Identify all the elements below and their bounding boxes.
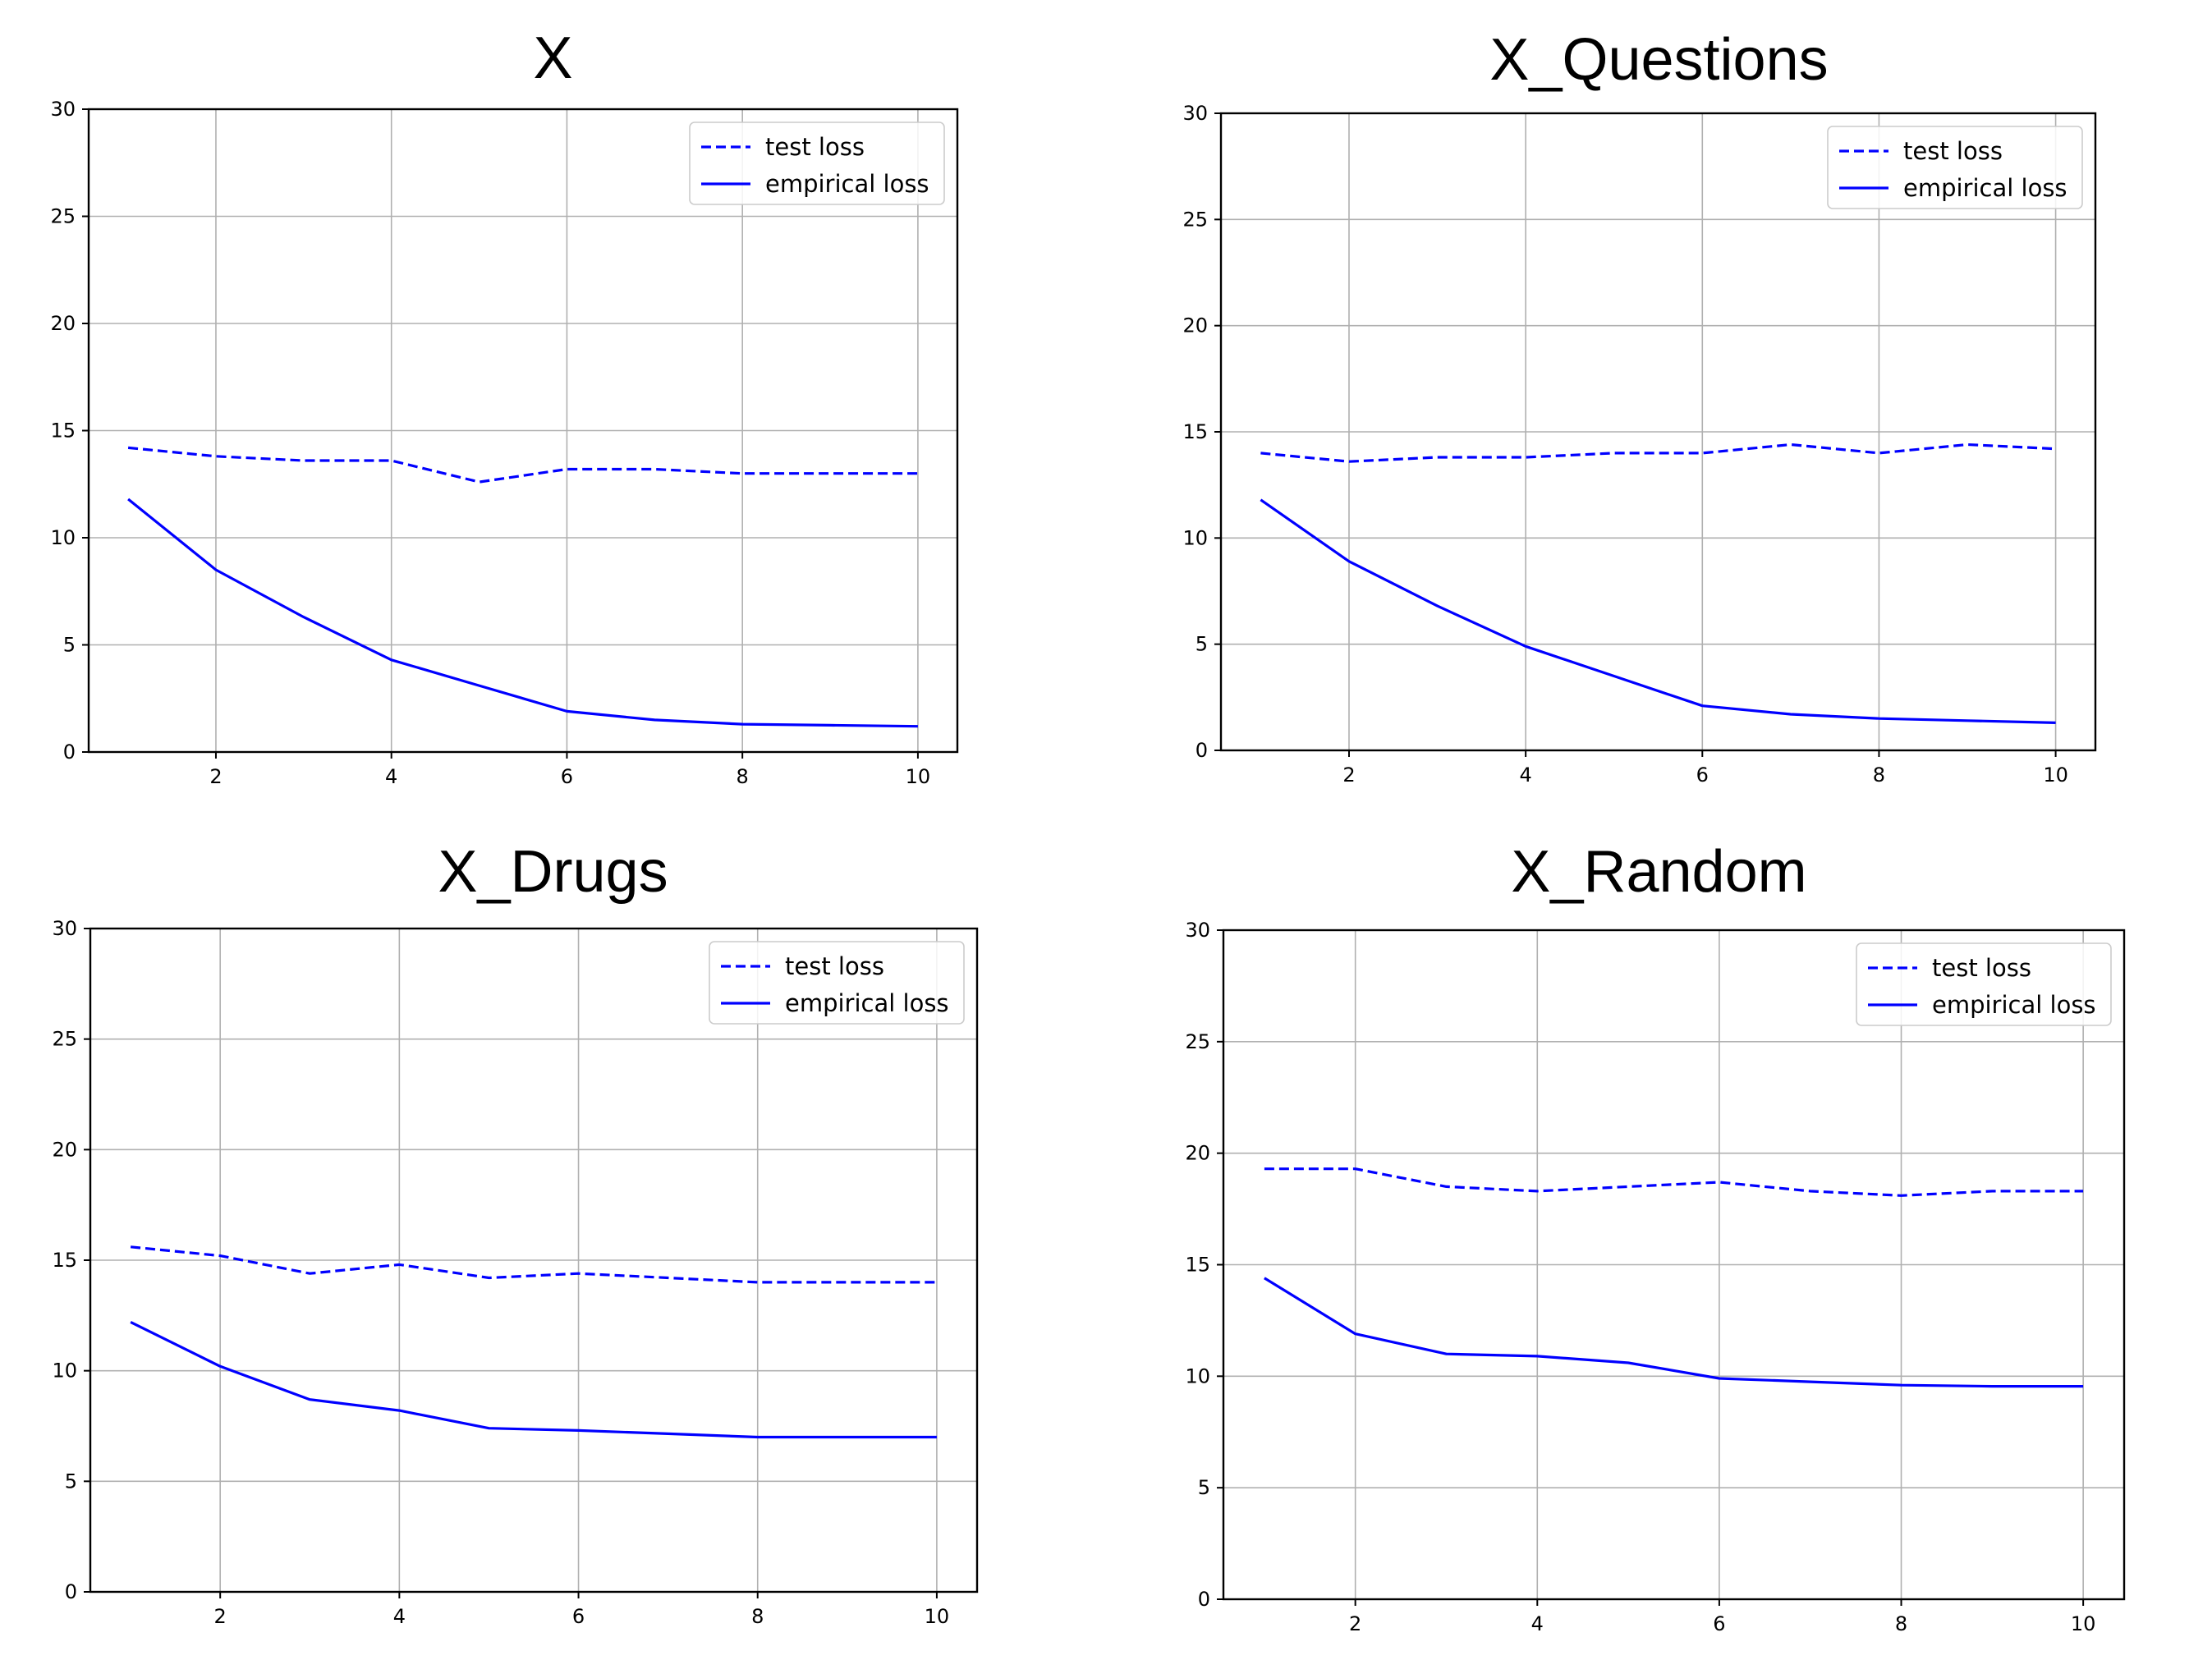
y-tick-label: 25 [1182, 208, 1208, 231]
x-tick-label: 8 [737, 765, 749, 788]
legend-box [689, 122, 945, 205]
empirical-loss-line [1260, 498, 2056, 724]
legend: test loss empirical loss [709, 941, 965, 1025]
y-tick-label: 15 [1182, 420, 1208, 443]
x-tick-label: 8 [1895, 1612, 1907, 1635]
legend-label: empirical loss [765, 170, 929, 198]
legend-label: empirical loss [1932, 991, 2096, 1019]
chart-panel-x-random: X_Random 2 4 6 8 10 0 5 10 15 20 25 30 test loss empi… [1106, 830, 2212, 1660]
y-tick-label: 30 [1182, 102, 1208, 125]
line-chart-x-random: 2 4 6 8 10 0 5 10 15 20 25 30 test loss empirical los… [1185, 919, 2126, 1635]
legend-box [1856, 942, 2112, 1026]
chart-panel-x-questions: X_Questions 2 4 6 8 10 0 5 10 15 20 25 30 test loss e… [1106, 0, 2212, 830]
x-tick-label: 4 [1531, 1612, 1544, 1635]
y-tick-label: 15 [52, 1249, 77, 1272]
chart-title: X_Questions [1489, 27, 1829, 93]
y-tick-label: 15 [1185, 1254, 1210, 1277]
x-tick-label: 4 [1519, 764, 1531, 786]
y-tick-label: 30 [50, 98, 76, 121]
test-loss-line [127, 446, 918, 484]
x-tick-label: 8 [1873, 764, 1885, 786]
y-tick-label: 10 [1182, 526, 1208, 549]
chart-title: X [533, 25, 573, 91]
chart-title: X_Drugs [438, 839, 668, 905]
y-tick-label: 20 [1182, 314, 1208, 337]
x-tick-label: 2 [1342, 764, 1355, 786]
empirical-loss-line [130, 1320, 937, 1439]
x-tick-label: 2 [209, 765, 222, 788]
y-tick-label: 25 [52, 1028, 77, 1051]
test-loss-line [1260, 443, 2056, 463]
x-tick-label: 6 [1696, 764, 1709, 786]
x-tick-label: 8 [751, 1605, 764, 1628]
y-tick-label: 0 [1198, 1588, 1210, 1611]
chart-panel-x-drugs: X_Drugs 2 4 6 8 10 0 5 10 15 20 25 30 test loss empir… [0, 830, 1106, 1660]
y-tick-label: 15 [50, 420, 76, 443]
x-tick-label: 10 [925, 1605, 950, 1628]
empirical-loss-line [127, 498, 918, 728]
test-loss-line [130, 1245, 937, 1284]
legend-label: empirical loss [785, 989, 949, 1017]
y-tick-label: 30 [52, 917, 77, 940]
x-tick-label: 4 [385, 765, 397, 788]
legend: test loss empirical loss [689, 122, 945, 205]
y-tick-label: 30 [1185, 919, 1210, 942]
x-tick-label: 2 [214, 1605, 227, 1628]
chart-panel-x: X 2 4 6 8 10 0 5 10 15 20 25 30 test loss empirical l… [0, 0, 1106, 830]
legend-label: test loss [765, 133, 865, 161]
y-tick-label: 0 [1195, 739, 1208, 762]
legend-box [709, 941, 965, 1025]
legend: test loss empirical loss [1856, 942, 2112, 1026]
y-tick-label: 5 [1198, 1476, 1210, 1499]
legend-label: empirical loss [1903, 174, 2067, 202]
x-tick-label: 2 [1349, 1612, 1361, 1635]
legend-label: test loss [1932, 954, 2031, 982]
legend-label: test loss [1903, 137, 2003, 165]
empirical-loss-line [1264, 1277, 2084, 1388]
line-chart-x: 2 4 6 8 10 0 5 10 15 20 25 30 test loss empirical los… [50, 98, 959, 788]
y-tick-label: 10 [1185, 1364, 1210, 1387]
chart-title: X_Random [1511, 839, 1807, 905]
y-tick-label: 20 [52, 1138, 77, 1161]
y-tick-label: 20 [1185, 1142, 1210, 1165]
x-tick-label: 6 [1713, 1612, 1725, 1635]
x-tick-label: 4 [393, 1605, 406, 1628]
legend: test loss empirical loss [1827, 126, 2083, 209]
x-tick-label: 6 [561, 765, 573, 788]
y-tick-label: 25 [1185, 1030, 1210, 1053]
y-tick-label: 25 [50, 205, 76, 228]
test-loss-line [1264, 1167, 2084, 1197]
x-tick-label: 10 [2043, 764, 2068, 786]
y-tick-label: 5 [65, 1470, 77, 1493]
y-tick-label: 0 [63, 741, 76, 764]
y-tick-label: 10 [52, 1360, 77, 1383]
y-tick-label: 5 [63, 634, 76, 657]
x-tick-label: 10 [2071, 1612, 2096, 1635]
legend-label: test loss [785, 952, 884, 980]
y-tick-label: 5 [1195, 633, 1208, 656]
x-tick-label: 10 [906, 765, 931, 788]
line-chart-x-drugs: 2 4 6 8 10 0 5 10 15 20 25 30 test loss empirical los… [52, 917, 979, 1628]
line-chart-x-questions: 2 4 6 8 10 0 5 10 15 20 25 30 test loss empirical los… [1182, 102, 2097, 786]
legend-box [1827, 126, 2083, 209]
x-tick-label: 6 [572, 1605, 585, 1628]
y-tick-label: 20 [50, 312, 76, 335]
y-tick-label: 10 [50, 526, 76, 549]
y-tick-label: 0 [65, 1580, 77, 1603]
